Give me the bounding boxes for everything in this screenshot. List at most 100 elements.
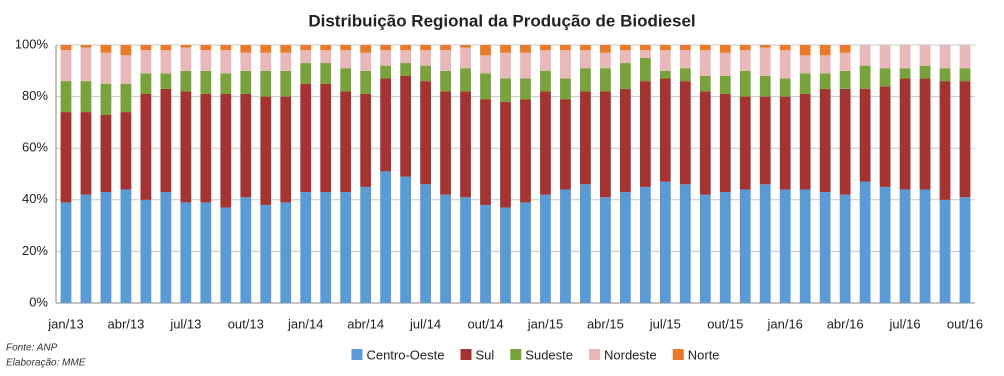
bar-segment (460, 197, 471, 303)
bar-segment (719, 45, 731, 53)
bar-segment (859, 65, 871, 89)
bar-segment (839, 52, 851, 71)
bar-segment (360, 70, 372, 95)
bar-segment (220, 50, 232, 74)
bar-segment (839, 45, 851, 53)
bar-segment (440, 194, 451, 303)
bar-segment (919, 189, 931, 303)
y-tick-label: 60% (22, 140, 48, 155)
bar-segment (240, 94, 252, 198)
bar-segment (759, 184, 771, 303)
bar-segment (619, 192, 631, 303)
bar-segment (759, 75, 771, 97)
bar-segment (759, 96, 771, 185)
bar-segment (120, 83, 132, 113)
x-tick-label: jan/15 (527, 316, 563, 331)
bar-segment (300, 83, 312, 193)
bar-segment (360, 186, 372, 303)
bar-segment (320, 192, 332, 303)
bar-segment (899, 45, 911, 69)
bar-segment (460, 47, 471, 69)
bar-segment (420, 50, 431, 66)
bar-segment (859, 181, 871, 303)
bar-segment (160, 73, 172, 89)
bar-segment (280, 52, 292, 71)
bar-segment (939, 45, 951, 69)
bar-segment (899, 78, 911, 190)
bar-segment (799, 55, 811, 74)
bar-segment (819, 192, 831, 303)
bar-segment (799, 45, 811, 56)
x-tick-label: out/13 (228, 316, 264, 331)
bar-segment (580, 68, 591, 92)
bar-segment (60, 81, 72, 113)
bar-segment (300, 50, 312, 64)
bar-segment (300, 192, 312, 303)
bar-segment (739, 189, 751, 303)
bar-segment (679, 50, 691, 69)
x-tick-label: jan/16 (766, 316, 802, 331)
x-tick-label: out/14 (467, 316, 503, 331)
bar-segment (240, 45, 252, 53)
bar-segment (280, 96, 292, 203)
x-tick-label: out/16 (947, 316, 983, 331)
bar-segment (839, 70, 851, 89)
bar-segment (140, 50, 152, 74)
bar-segment (100, 52, 112, 84)
bar-segment (560, 189, 571, 303)
bar-segment (779, 96, 791, 190)
bar-segment (460, 45, 471, 48)
bar-segment (779, 78, 791, 97)
bar-segment (899, 189, 911, 303)
bar-segment (879, 68, 891, 87)
bar-segment (220, 94, 232, 208)
bar-segment (619, 50, 631, 64)
bar-segment (739, 50, 751, 71)
bar-segment (540, 50, 551, 71)
bar-segment (619, 63, 631, 89)
legend-swatch (672, 349, 684, 360)
bar-segment (659, 181, 671, 303)
bar-segment (140, 199, 152, 303)
bar-segment (340, 50, 352, 69)
bar-segment (280, 70, 292, 97)
bar-segment (600, 91, 611, 198)
legend-swatch (351, 349, 363, 360)
bar-segment (679, 45, 691, 51)
bar-segment (480, 55, 491, 74)
bar-segment (200, 70, 212, 95)
y-tick-label: 80% (22, 88, 48, 103)
bar-segment (659, 45, 671, 51)
bar-segment (939, 68, 951, 82)
x-tick-label: jul/13 (169, 316, 201, 331)
bar-segment (80, 45, 92, 48)
bar-segment (100, 83, 112, 115)
bar-segment (959, 81, 971, 198)
bar-segment (619, 45, 631, 51)
bar-segment (520, 202, 531, 303)
x-tick-label: abr/13 (107, 316, 144, 331)
bar-segment (480, 204, 491, 303)
bar-segment (260, 204, 272, 303)
y-tick-label: 100% (15, 36, 49, 51)
bar-segment (380, 45, 392, 51)
bar-segment (939, 199, 951, 303)
bar-segment (440, 45, 451, 51)
legend-label: Norte (688, 347, 720, 362)
bar-segment (460, 91, 471, 198)
bar-segment (699, 45, 711, 51)
bar-segment (639, 45, 651, 51)
bar-segment (879, 86, 891, 187)
legend-label: Sudeste (525, 347, 573, 362)
bar-segment (320, 63, 332, 84)
bar-segment (580, 184, 591, 303)
bar-segment (659, 70, 671, 79)
legend-swatch (589, 349, 600, 360)
x-tick-label: abr/16 (827, 316, 864, 331)
source-note: Fonte: ANP (6, 343, 58, 354)
legend-swatch (460, 349, 472, 360)
bar-segment (540, 45, 551, 51)
bar-segment (140, 73, 152, 95)
bar-segment (380, 65, 392, 79)
x-tick-label: jul/14 (409, 316, 441, 331)
